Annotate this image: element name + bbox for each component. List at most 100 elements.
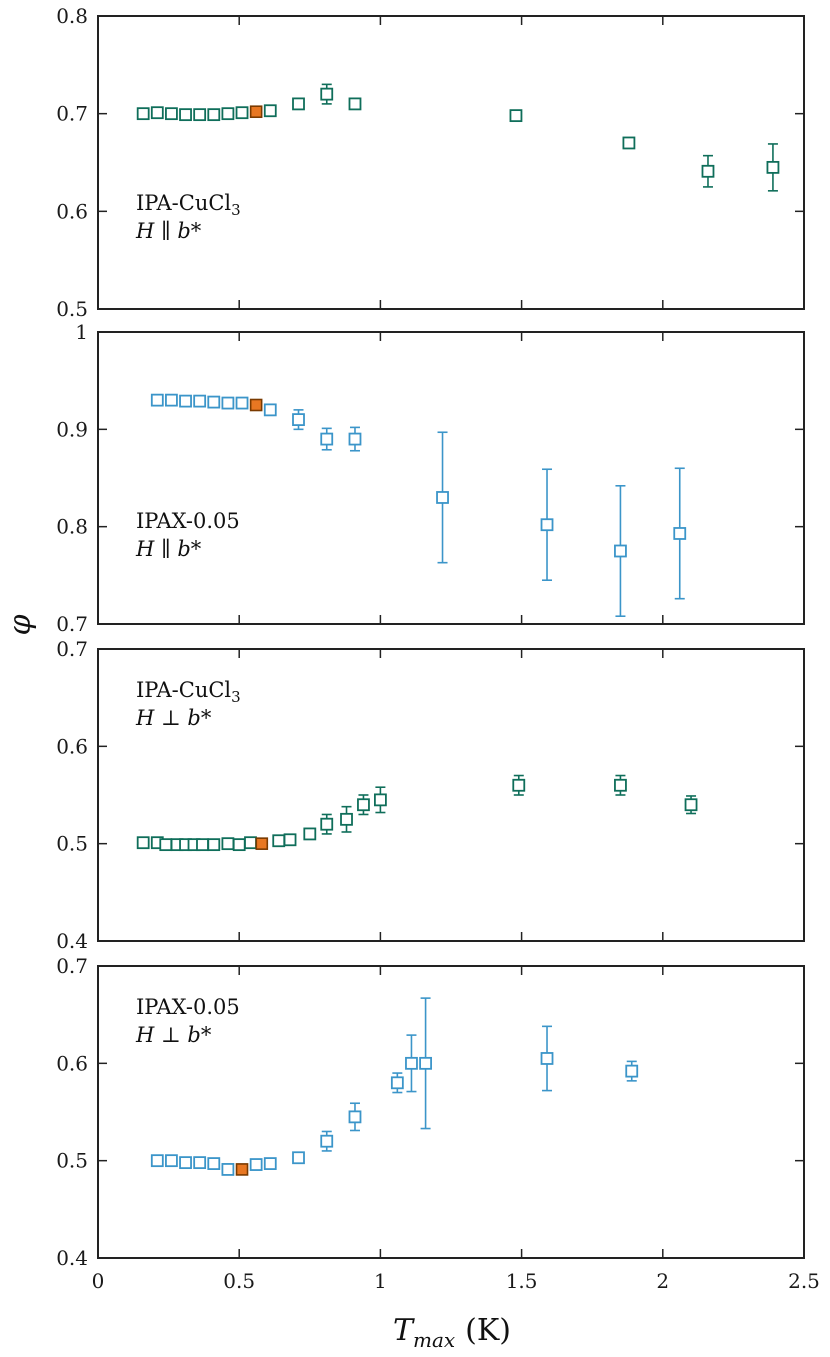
data-point [320, 1134, 334, 1148]
data-point [179, 108, 192, 122]
compound-name: IPA-CuCl [136, 678, 231, 702]
data-point [150, 1154, 164, 1168]
data-point [357, 798, 370, 812]
data-point [235, 396, 249, 410]
data-point [348, 432, 362, 446]
panel-frame [97, 15, 805, 310]
data-point [196, 838, 209, 852]
y-tick-label: 0.7 [56, 102, 88, 126]
compound-name: IPAX-0.05 [136, 509, 240, 533]
panel-annotation-field: H ⊥ b* [135, 706, 212, 730]
y-tick-label: 0.5 [56, 297, 88, 321]
data-point [320, 817, 334, 831]
y-tick-label: 0.7 [56, 612, 88, 636]
panel-frame [97, 331, 805, 625]
x-tick-label: 2.5 [788, 1269, 820, 1293]
y-tick-label: 0.4 [56, 1246, 88, 1270]
x-tick-label: 2 [656, 1269, 669, 1293]
data-point [622, 136, 636, 150]
data-point [207, 1157, 221, 1170]
data-point [405, 1056, 418, 1070]
panel-frame [97, 965, 805, 1259]
data-point [221, 837, 235, 851]
data-point [348, 1110, 362, 1124]
data-point [150, 393, 164, 407]
data-point [263, 1157, 277, 1170]
data-point [509, 109, 523, 123]
data-point [263, 104, 277, 118]
data-point [193, 1156, 207, 1170]
data-point [540, 1052, 554, 1065]
data-point [673, 527, 687, 540]
x-axis-label-unit: (K) [465, 1313, 511, 1348]
data-point [614, 778, 627, 792]
data-point [207, 838, 221, 852]
panel-annotation-compound: IPAX-0.05 [136, 509, 240, 533]
x-tick-label: 0 [92, 1269, 105, 1293]
panel-annotation-compound: IPA-CuCl3 [136, 678, 241, 706]
data-point [221, 107, 235, 121]
highlight-point [235, 1163, 249, 1176]
data-point [179, 1156, 192, 1170]
panel-annotation-field: H ∥ b* [135, 537, 202, 561]
data-point [193, 108, 207, 122]
data-point [232, 838, 246, 852]
data-point [165, 1154, 178, 1168]
data-point [614, 544, 627, 558]
compound-subscript: 3 [231, 688, 241, 706]
y-tick-label: 0.5 [56, 832, 88, 856]
data-point [390, 1076, 404, 1090]
data-point [179, 394, 192, 408]
y-axis-label: φ [3, 614, 38, 635]
data-point [540, 518, 554, 532]
data-point [320, 432, 334, 446]
y-tick-label: 0.5 [56, 1149, 88, 1173]
panel-frame [97, 648, 805, 942]
data-point [221, 396, 235, 410]
data-point [165, 393, 178, 407]
data-point [436, 491, 449, 504]
y-tick-label: 0.8 [56, 515, 88, 539]
data-point [303, 827, 317, 841]
data-point [701, 164, 715, 178]
x-axis-label-main: T [393, 1313, 415, 1348]
x-tick-label: 0.5 [223, 1269, 255, 1293]
data-point [207, 108, 221, 122]
data-point [244, 836, 257, 850]
data-point [207, 395, 221, 409]
data-point [263, 403, 277, 417]
highlight-point [249, 398, 263, 412]
data-point [419, 1056, 432, 1070]
panel-annotation-field: H ∥ b* [135, 219, 202, 243]
panel-annotation-compound: IPAX-0.05 [136, 995, 240, 1019]
compound-name: IPA-CuCl [136, 191, 231, 215]
x-tick-label: 1 [374, 1269, 387, 1293]
data-point [249, 1158, 263, 1171]
data-point [165, 107, 178, 121]
y-tick-label: 0.6 [56, 1051, 88, 1075]
data-point [235, 106, 249, 120]
data-point [320, 87, 334, 101]
y-tick-label: 0.7 [56, 637, 88, 661]
panel-annotation-compound: IPA-CuCl3 [136, 191, 241, 219]
y-tick-label: 0.6 [56, 199, 88, 223]
data-point [272, 834, 286, 848]
data-point [292, 97, 305, 111]
y-tick-label: 0.7 [56, 954, 88, 978]
data-point [292, 413, 305, 427]
panel-b: 0.7 0.8 0.9 1 IPAX-0.05 H ∥ b* [56, 320, 805, 636]
compound-subscript: 3 [231, 201, 241, 219]
data-point [512, 778, 526, 792]
data-point [348, 97, 362, 111]
data-point [193, 394, 207, 408]
y-tick-label: 0.6 [56, 734, 88, 758]
highlight-point [255, 837, 269, 850]
data-point [136, 107, 150, 121]
y-tick-label: 0.4 [56, 929, 88, 953]
data-point [625, 1064, 639, 1078]
compound-name: IPAX-0.05 [136, 995, 240, 1019]
highlight-point [249, 105, 263, 119]
